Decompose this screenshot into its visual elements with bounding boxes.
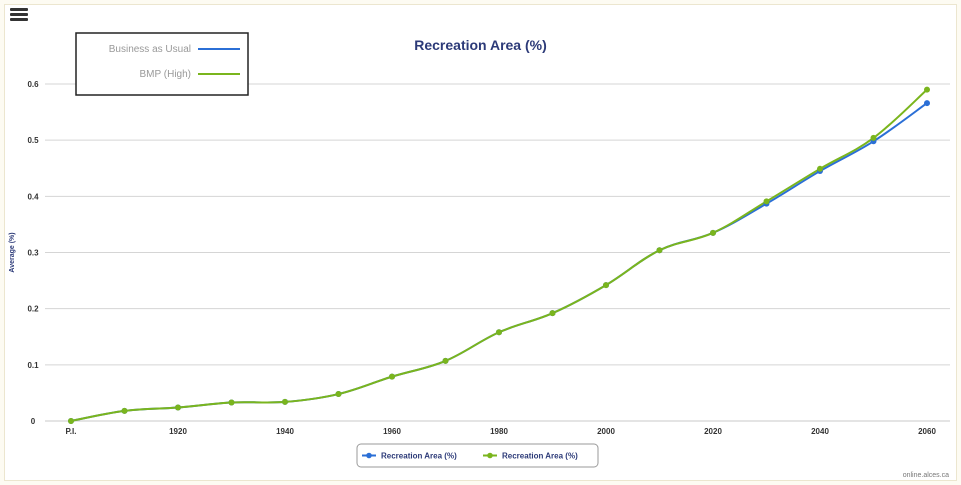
axes: 0 0.1 0.2 0.3 0.4 0.5 0.6 P.I. 1920 1940 1960 1980 2… [9, 80, 950, 436]
data-point-bmp[interactable] [924, 86, 930, 93]
series-lines [68, 86, 930, 424]
credit-text: online.alces.ca [902, 472, 949, 479]
bottom-legend-frame [356, 443, 599, 468]
legend-label: BMP (High) [140, 69, 192, 80]
hamburger-menu-icon[interactable] [10, 6, 28, 22]
x-tick-label: P.I. [66, 427, 77, 436]
legend-label: Business as Usual [109, 44, 191, 55]
series-line-bmp-high [70, 88, 928, 422]
x-tick-label: 1980 [490, 427, 508, 436]
data-point-bmp[interactable] [656, 247, 663, 254]
series-line-business-as-usual [70, 102, 928, 422]
data-point-bmp[interactable] [282, 398, 288, 405]
bottom-legend-marker[interactable] [366, 452, 372, 459]
data-point-bmp[interactable] [335, 391, 342, 398]
data-point-bmp[interactable] [442, 357, 449, 364]
legend-box: Business as Usual BMP (High) [75, 32, 249, 96]
chart-title: Recreation Area (%) [414, 37, 547, 53]
y-tick-label: 0.2 [27, 305, 39, 314]
data-point-bau[interactable] [924, 100, 930, 107]
bottom-legend-label[interactable]: Recreation Area (%) [502, 452, 578, 461]
y-tick-label: 0 [31, 417, 36, 426]
y-tick-label: 0.3 [27, 249, 39, 258]
data-point-bmp[interactable] [603, 282, 609, 289]
x-tick-label: 2040 [811, 427, 829, 436]
x-tick-label: 1920 [169, 427, 187, 436]
bottom-legend: Recreation Area (%) Recreation Area (%) [356, 443, 599, 468]
data-point-bmp[interactable] [68, 418, 74, 424]
y-tick-label: 0.4 [27, 192, 39, 201]
data-point-bmp[interactable] [817, 165, 823, 172]
x-tick-label: 2020 [704, 427, 722, 436]
y-tick-label: 0.5 [27, 136, 39, 145]
data-point-bmp[interactable] [549, 310, 556, 317]
data-point-bmp[interactable] [175, 404, 181, 411]
x-tick-label: 1960 [383, 427, 401, 436]
y-tick-label: 0.6 [27, 80, 39, 89]
data-point-bmp[interactable] [228, 399, 235, 406]
bottom-legend-label[interactable]: Recreation Area (%) [381, 452, 457, 461]
bottom-legend-marker[interactable] [487, 452, 493, 459]
y-axis-label: Average (%) [9, 232, 16, 272]
legend-box-frame [75, 32, 249, 96]
data-point-bmp[interactable] [121, 407, 128, 414]
grid-lines [45, 83, 950, 422]
data-point-bmp[interactable] [710, 229, 716, 236]
data-point-bmp[interactable] [763, 198, 770, 205]
x-tick-label: 1940 [276, 427, 294, 436]
data-point-bmp[interactable] [870, 134, 877, 141]
x-tick-label: 2060 [918, 427, 936, 436]
y-tick-label: 0.1 [27, 361, 39, 370]
data-point-bmp[interactable] [389, 373, 395, 380]
data-point-bmp[interactable] [496, 329, 502, 336]
x-tick-label: 2000 [597, 427, 615, 436]
